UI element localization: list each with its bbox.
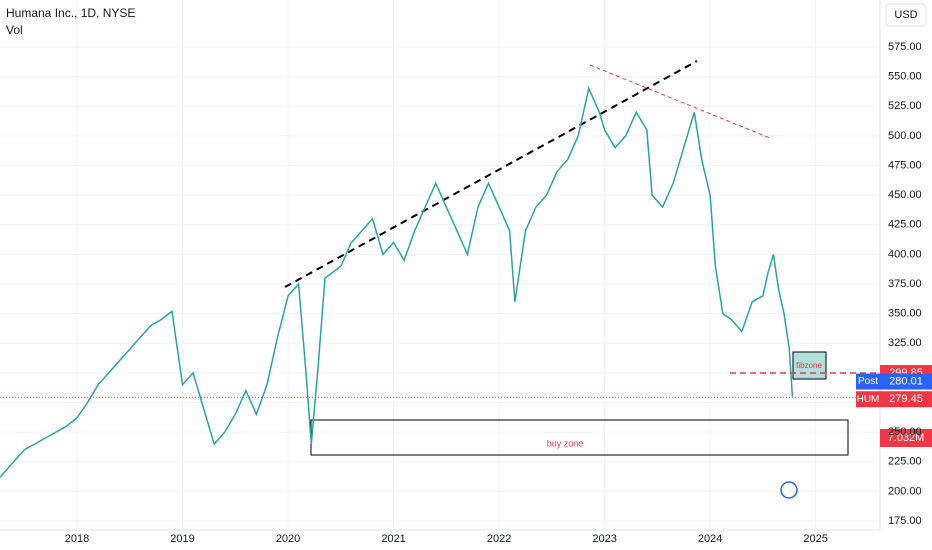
y-tick-label: 475.00 <box>888 159 922 171</box>
x-tick-label: 2024 <box>698 533 722 545</box>
price-tag-name-bg <box>856 391 880 408</box>
y-tick-label: 375.00 <box>888 278 922 290</box>
trend-line <box>284 60 698 288</box>
x-tick-label: 2022 <box>487 533 511 545</box>
price-tag-label: 280.01 <box>889 375 923 387</box>
y-tick-label: 550.00 <box>888 71 922 83</box>
x-tick-label: 2018 <box>65 533 89 545</box>
y-tick-label: 250.00 <box>888 426 922 438</box>
y-tick-label: 425.00 <box>888 219 922 231</box>
volume-tag <box>880 429 932 447</box>
price-tag <box>880 373 932 390</box>
y-tick-label: 225.00 <box>888 456 922 468</box>
annotation: fibzone <box>796 361 822 370</box>
price-tag-name: HUM <box>857 394 880 405</box>
trend-line <box>589 64 771 139</box>
currency-button[interactable] <box>885 3 927 27</box>
grid <box>0 0 880 530</box>
y-tick-label: 325.00 <box>888 337 922 349</box>
price-tag-name: Post <box>858 376 878 387</box>
y-tick-label: 575.00 <box>888 41 922 53</box>
y-tick-label: 350.00 <box>888 308 922 320</box>
x-tick-label: 2020 <box>276 533 300 545</box>
volume-label: 7.032M <box>888 432 925 444</box>
event-icon[interactable] <box>780 481 798 499</box>
y-tick-label: 525.00 <box>888 100 922 112</box>
annotation: buy zone <box>547 438 584 448</box>
price-tag-name-bg <box>856 373 880 390</box>
x-tick-label: 2023 <box>592 533 616 545</box>
y-tick-label: 200.00 <box>888 485 922 497</box>
currency[interactable]: USD <box>894 9 917 21</box>
fib-zone <box>792 351 827 380</box>
y-tick-label: 450.00 <box>888 189 922 201</box>
price-line <box>0 86 794 478</box>
x-tick-label: 2025 <box>803 533 827 545</box>
y-tick-label: 500.00 <box>888 130 922 142</box>
y-tick-label: 175.00 <box>888 515 922 527</box>
price-tag <box>880 391 932 408</box>
x-tick-label: 2021 <box>381 533 405 545</box>
price-tag-label: 279.45 <box>889 393 923 405</box>
x-tick-label: 2019 <box>170 533 194 545</box>
y-tick-label: 400.00 <box>888 248 922 260</box>
indicator-label: Vol <box>6 23 23 37</box>
chart-title: Humana Inc., 1D, NYSE <box>6 6 135 20</box>
